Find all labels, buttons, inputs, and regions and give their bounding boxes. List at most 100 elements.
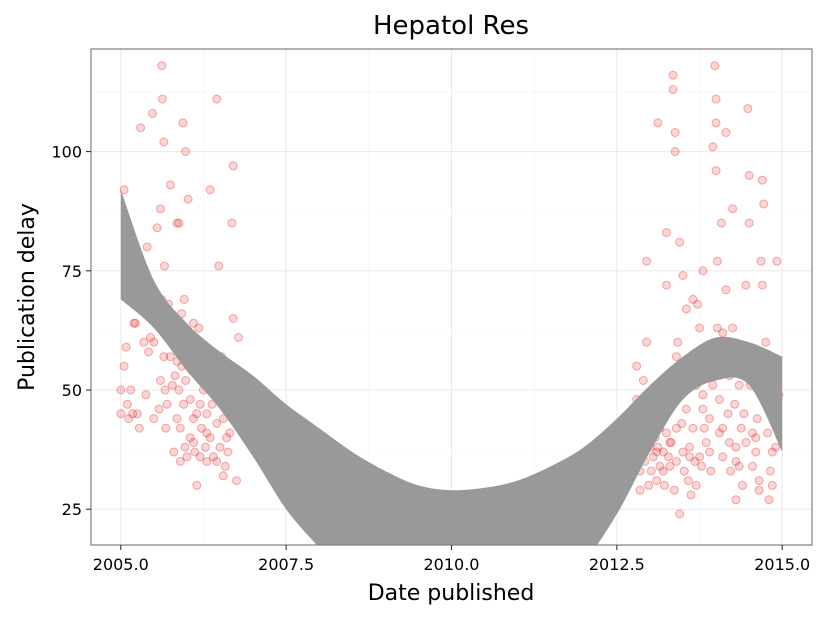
data-point [175,423,185,433]
data-point [653,442,663,452]
data-point [227,218,237,228]
y-tick-label: 50 [62,381,82,400]
data-point [723,409,733,419]
data-point [161,423,171,433]
data-point [736,423,746,433]
data-point [652,476,662,486]
grid-lines [91,49,812,545]
data-point [731,442,741,452]
data-point [142,242,152,252]
data-point [730,399,740,409]
data-point [119,361,129,371]
data-point [220,461,230,471]
data-point [197,423,206,433]
data-point [154,404,164,414]
smooth-band-layer [120,189,783,545]
data-point [128,409,138,419]
data-point [662,280,671,290]
data-point [122,399,132,409]
data-point [632,361,642,371]
y-tick-label: 100 [51,143,82,162]
data-point [119,185,129,195]
data-point [157,61,167,71]
data-point [757,175,767,185]
data-point [180,442,190,452]
data-point [202,428,212,438]
data-point [738,480,747,490]
data-point [200,442,210,452]
data-point [195,452,205,462]
data-point [174,385,184,395]
data-point [670,128,680,137]
data-point [764,495,774,505]
data-point [139,337,149,347]
data-point [190,447,200,457]
y-axis-label: Publication delay [15,203,40,391]
data-point [660,480,669,490]
data-point [214,261,224,271]
data-point [222,433,232,443]
data-point [752,414,762,424]
data-point [751,447,761,457]
data-point [167,380,177,390]
data-point [688,294,698,304]
data-point [691,480,701,490]
data-point [665,438,675,447]
data-point [159,352,169,362]
x-tick-label: 2012.5 [589,555,645,574]
data-point [129,318,139,328]
data-point [195,399,205,409]
data-point [767,447,777,457]
data-point [192,409,202,419]
data-point [208,452,218,462]
data-point [185,433,195,443]
data-point [714,428,724,438]
data-point [160,385,170,395]
data-point [765,466,775,476]
data-point [724,438,734,447]
data-point [754,485,764,495]
data-point [148,108,157,118]
data-point [189,414,198,424]
x-axis-label: Date published [368,581,535,606]
data-point [675,237,685,247]
data-point [205,433,215,443]
data-point [743,104,753,114]
data-point [149,337,159,347]
data-point [185,395,195,404]
data-point [693,299,703,309]
data-point [757,280,767,290]
x-tick-label: 2015.0 [754,555,810,574]
data-point [653,118,663,128]
data-point [130,318,140,328]
data-point [771,442,781,452]
data-point [662,428,671,438]
data-point [179,294,189,304]
data-point [189,438,198,447]
data-point [665,461,675,471]
data-point [718,452,728,462]
data-point [175,457,185,466]
data-point [144,347,153,357]
data-point [712,323,722,333]
data-point [728,323,738,333]
data-point [678,447,688,457]
data-point [207,399,217,409]
data-point [132,409,142,419]
data-point [172,218,182,228]
data-point [136,123,146,133]
data-point [739,409,749,419]
data-point [205,185,215,195]
data-point [675,509,685,519]
data-point [212,94,222,104]
chart-title: Hepatol Res [373,11,529,41]
data-point [731,457,741,466]
data-point [642,256,652,266]
data-point [212,457,222,466]
data-point [695,452,705,462]
data-point [748,461,757,471]
data-point [658,447,668,457]
data-point [655,461,665,471]
data-point [181,376,191,385]
